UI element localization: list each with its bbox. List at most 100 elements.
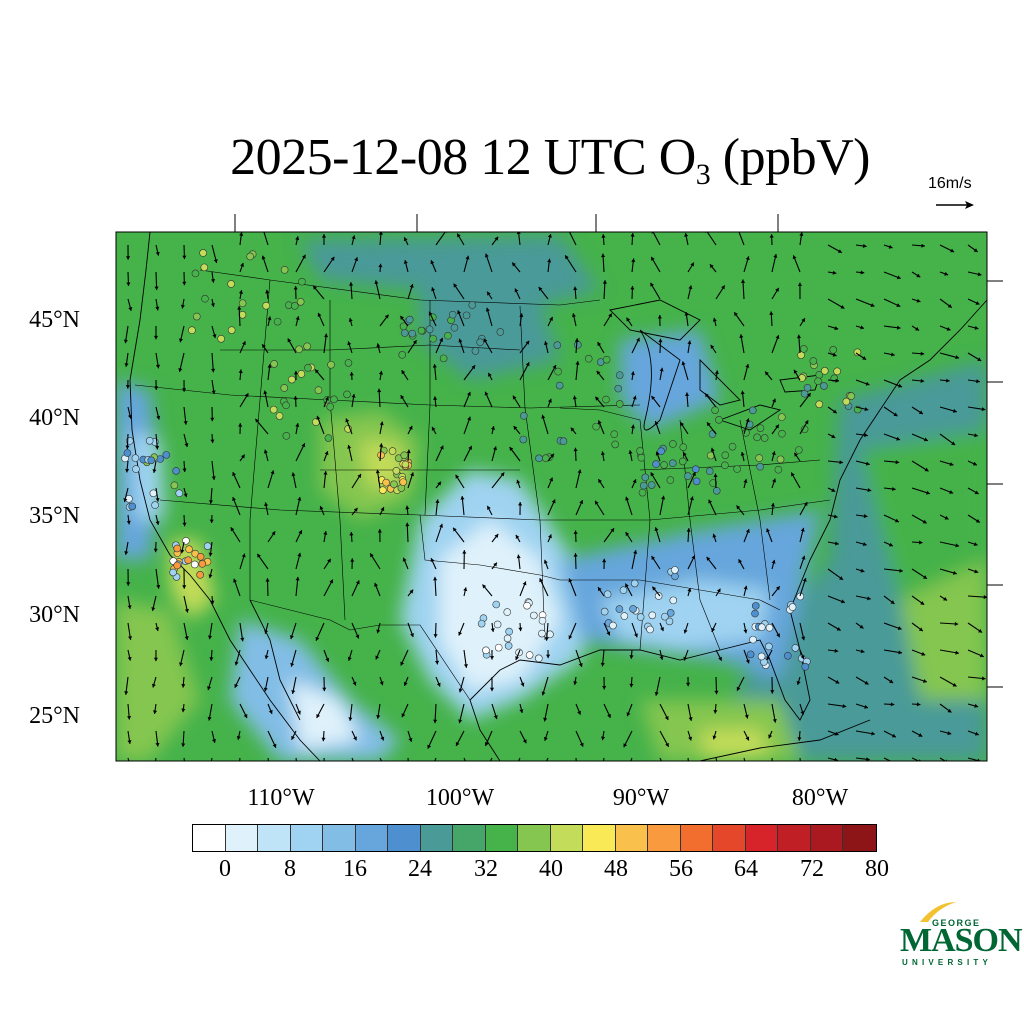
wind-vector-head: [775, 287, 779, 292]
wind-vector-head: [325, 657, 330, 662]
wind-vector-head: [301, 254, 306, 259]
wind-vector-head: [544, 761, 548, 765]
wind-vector-head: [801, 555, 806, 560]
wind-vector-head: [410, 472, 415, 477]
wind-vector-head: [243, 714, 248, 719]
wind-vector-head: [509, 446, 514, 451]
wind-vector-head: [295, 316, 300, 321]
wind-vector-head: [433, 576, 438, 581]
monitor-site-marker: [592, 422, 600, 431]
monitor-site-marker: [809, 357, 818, 365]
wind-vector-head: [771, 451, 776, 456]
monitor-site-marker: [615, 605, 624, 613]
monitor-site-marker: [708, 430, 717, 438]
monitor-site-marker: [520, 412, 528, 420]
wind-vector-head: [973, 248, 978, 252]
monitor-site-marker: [542, 454, 550, 463]
wind-vector-head: [974, 433, 978, 438]
wind-vector-head: [355, 580, 360, 585]
wind-vector: [939, 757, 947, 761]
wind-vector-head: [184, 636, 189, 640]
wind-vector-head: [631, 258, 636, 263]
monitor-site-marker: [530, 611, 538, 620]
monitor-site-marker: [324, 434, 333, 442]
monitor-site-marker: [132, 465, 140, 473]
monitor-site-marker: [778, 429, 786, 438]
colorbar-swatch: [713, 825, 746, 851]
wind-vector-head: [687, 588, 692, 592]
monitor-site-marker: [482, 646, 490, 655]
lat-label-45: 45°N: [29, 307, 80, 333]
wind-vector-head: [568, 635, 573, 640]
wind-vector-head: [347, 341, 352, 346]
monitor-site-marker: [756, 424, 765, 432]
wind-vector-head: [796, 334, 802, 339]
wind-vector-head: [405, 505, 410, 510]
wind-vector-head: [211, 368, 216, 373]
monitor-site-marker: [173, 561, 182, 570]
wind-vector-head: [706, 422, 711, 427]
wind-vector-head: [685, 392, 690, 397]
wind-vector-head: [921, 243, 925, 248]
wind-vector-head: [439, 337, 444, 342]
wind-vector-head: [766, 528, 770, 533]
monitor-site-marker: [692, 477, 701, 486]
wind-vector-head: [182, 468, 187, 472]
wind-vector-head: [714, 370, 719, 375]
colorbar-swatch: [420, 825, 453, 851]
wind-vector-head: [234, 683, 239, 688]
monitor-site-marker: [829, 346, 838, 354]
wind-vector-head: [896, 275, 901, 280]
wind-vector-head: [317, 312, 322, 317]
wind-vector-head: [375, 655, 380, 660]
wind-vector-head: [400, 395, 405, 400]
wind-vector-head: [155, 364, 160, 369]
monitor-site-marker: [646, 625, 654, 634]
monitor-site-marker: [803, 383, 812, 392]
wind-vector-head: [746, 773, 750, 777]
monitor-site-marker: [185, 545, 193, 554]
wind-vector-head: [770, 690, 775, 694]
wind-vector-head: [291, 472, 296, 477]
wind-vector-head: [345, 418, 350, 423]
monitor-site-marker: [172, 467, 180, 475]
wind-vector-head: [840, 599, 845, 604]
wind-vector-head: [654, 527, 659, 532]
wind-vector-head: [465, 255, 470, 260]
wind-vector-head: [978, 628, 983, 633]
wind-vector-head: [124, 551, 129, 555]
monitor-site-marker: [503, 608, 512, 616]
wind-vector-head: [610, 528, 615, 533]
wind-vector-head: [952, 570, 957, 575]
wind-vector-head: [918, 733, 923, 737]
wind-vector-head: [572, 395, 577, 400]
monitor-site-marker: [801, 662, 810, 671]
wind-vector-head: [769, 234, 774, 238]
wind-vector-head: [549, 477, 553, 482]
wind-vector-head: [125, 445, 130, 450]
wind-vector-head: [457, 310, 462, 315]
wind-vector-head: [575, 766, 579, 770]
wind-vector-head: [689, 496, 694, 501]
wind-vector-head: [793, 369, 798, 374]
monitor-site-marker: [679, 443, 688, 451]
wind-vector-head: [916, 273, 921, 278]
wind-vector-head: [893, 412, 898, 417]
wind-vector-head: [806, 393, 811, 398]
wind-vector-head: [926, 490, 930, 495]
wind-vector-head: [802, 577, 807, 582]
monitor-site-marker: [602, 395, 610, 404]
monitor-site-marker: [400, 451, 409, 460]
wind-vector-head: [494, 534, 499, 538]
wind-vector-head: [710, 344, 715, 349]
wind-vector-head: [467, 416, 472, 421]
wind-vector-head: [374, 582, 378, 587]
wind-vector-head: [833, 514, 838, 519]
wind-vector-head: [239, 232, 244, 236]
wind-vector-head: [595, 500, 599, 505]
wind-vector-head: [600, 768, 604, 772]
monitor-site-marker: [657, 447, 665, 456]
wind-vector-head: [736, 505, 741, 510]
monitor-site-marker: [733, 465, 741, 473]
lat-label-25: 25°N: [29, 703, 80, 729]
